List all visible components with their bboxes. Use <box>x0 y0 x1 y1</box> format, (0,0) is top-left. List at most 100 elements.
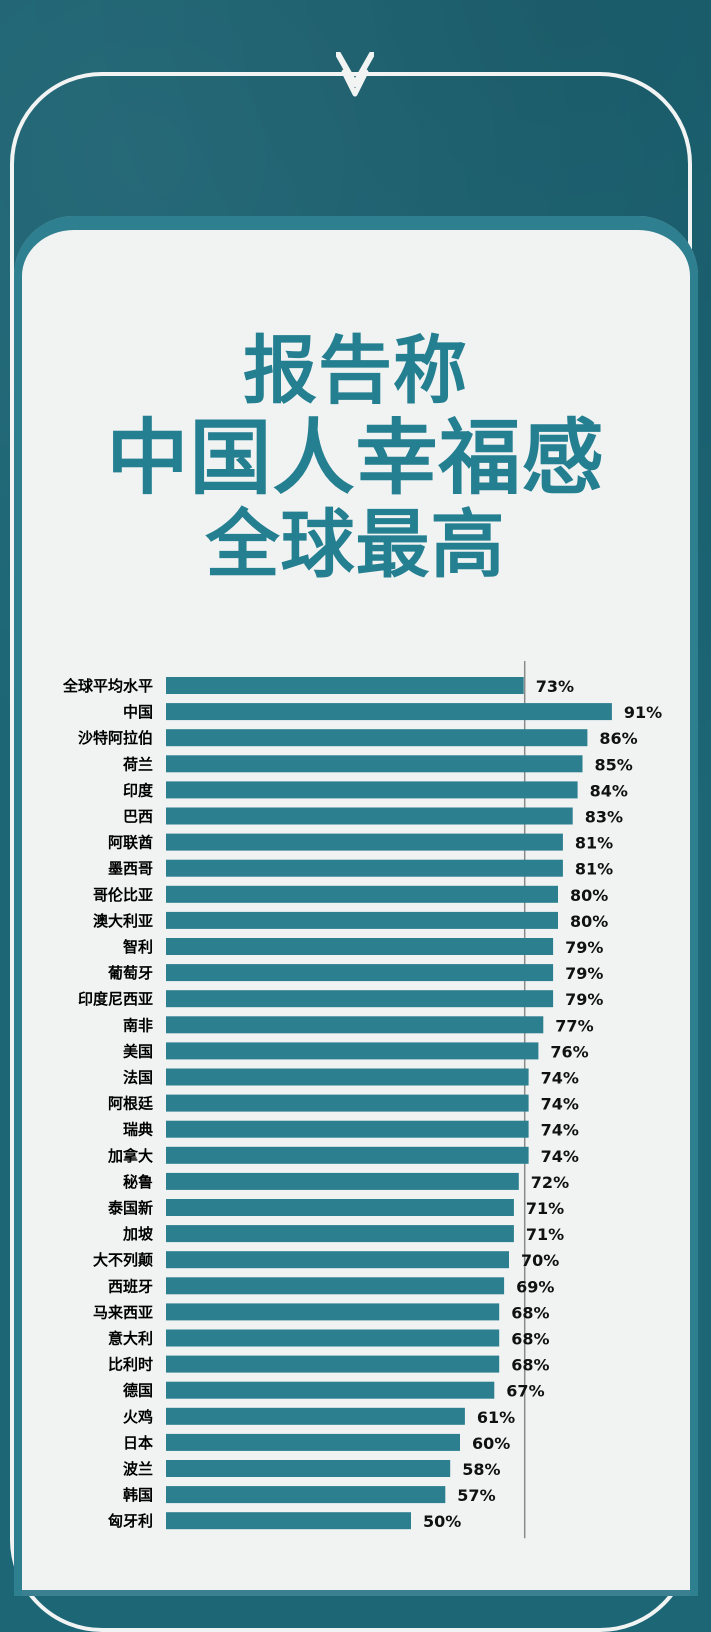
category-label: 沙特阿拉伯 <box>78 729 153 747</box>
value-label: 74% <box>541 1095 579 1114</box>
value-label: 86% <box>599 729 637 748</box>
value-label: 77% <box>555 1016 593 1035</box>
value-label: 85% <box>595 755 633 774</box>
value-label: 79% <box>565 938 603 957</box>
category-label: 匈牙利 <box>108 1512 153 1530</box>
category-label: 西班牙 <box>108 1277 153 1295</box>
value-label: 73% <box>536 677 574 696</box>
bar <box>166 1042 539 1060</box>
value-label: 74% <box>541 1121 579 1140</box>
bar <box>166 1433 460 1451</box>
headline-line-3: 全球最高 <box>205 502 506 588</box>
chevron-down-icon <box>336 52 374 97</box>
headline-line-1: 报告称 <box>243 328 468 414</box>
bar <box>166 885 558 903</box>
value-label: 91% <box>624 703 662 722</box>
bar <box>166 1381 495 1399</box>
category-label: 大不列颠 <box>93 1251 153 1269</box>
category-label: 法国 <box>123 1069 153 1087</box>
category-label: 全球平均水平 <box>62 677 153 695</box>
category-label: 意大利 <box>108 1330 153 1348</box>
category-label: 秘鲁 <box>123 1173 153 1191</box>
bar <box>166 911 558 929</box>
category-label: 智利 <box>123 938 153 956</box>
bar <box>166 833 563 851</box>
value-label: 74% <box>541 1147 579 1166</box>
category-label: 泰国新 <box>107 1199 153 1217</box>
category-label: 火鸡 <box>123 1408 153 1426</box>
value-label: 69% <box>516 1277 554 1296</box>
value-label: 70% <box>521 1251 559 1270</box>
bar <box>166 1277 505 1295</box>
value-label: 81% <box>575 834 613 853</box>
bar <box>166 1460 451 1477</box>
bar <box>166 1303 500 1321</box>
category-label: 加坡 <box>122 1225 153 1243</box>
bar <box>166 1355 500 1373</box>
category-label: 印度尼西亚 <box>78 990 153 1008</box>
value-label: 83% <box>585 808 623 827</box>
value-label: 76% <box>550 1042 588 1061</box>
category-label: 日本 <box>123 1434 153 1452</box>
category-label: 瑞典 <box>123 1121 153 1139</box>
category-label: 德国 <box>123 1382 153 1400</box>
category-label: 南非 <box>123 1016 153 1034</box>
bar <box>166 938 554 955</box>
value-label: 79% <box>565 990 603 1009</box>
value-label: 72% <box>531 1173 569 1192</box>
bar <box>166 1225 514 1243</box>
value-label: 68% <box>511 1330 549 1349</box>
category-label: 美国 <box>123 1042 153 1060</box>
bar <box>166 1512 411 1530</box>
bar-chart: 全球平均水平 73% 中国 91% 沙特阿拉伯 86% 荷兰 85% 印度 84% 巴西 83% 阿联酋… <box>62 661 662 1539</box>
value-label: 57% <box>457 1486 495 1505</box>
value-label: 80% <box>570 886 608 905</box>
value-label: 68% <box>511 1356 549 1375</box>
bar <box>166 755 583 773</box>
bar <box>166 1016 544 1034</box>
category-label: 中国 <box>123 703 153 721</box>
bar <box>166 859 563 877</box>
category-label: 马来西亚 <box>93 1303 153 1321</box>
category-label: 澳大利亚 <box>93 912 153 930</box>
bar <box>166 1120 529 1138</box>
category-label: 波兰 <box>123 1460 153 1478</box>
value-label: 58% <box>462 1460 500 1479</box>
value-label: 60% <box>472 1434 510 1453</box>
category-label: 韩国 <box>123 1486 153 1504</box>
bar <box>166 781 578 799</box>
category-label: 墨西哥 <box>108 860 153 878</box>
bar <box>166 1199 514 1216</box>
category-label: 加拿大 <box>107 1147 153 1165</box>
value-label: 80% <box>570 912 608 931</box>
category-label: 荷兰 <box>123 755 153 773</box>
bar <box>166 677 524 694</box>
category-label: 阿联酋 <box>108 834 153 852</box>
value-label: 79% <box>565 964 603 983</box>
category-label: 葡萄牙 <box>107 964 153 982</box>
category-label: 阿根廷 <box>108 1095 154 1113</box>
bar <box>166 807 573 825</box>
value-label: 71% <box>526 1225 564 1244</box>
bar <box>166 1068 529 1086</box>
value-label: 68% <box>511 1303 549 1322</box>
bar <box>166 990 554 1008</box>
bar <box>166 1146 529 1164</box>
bar <box>166 1486 446 1504</box>
bar <box>166 1251 509 1269</box>
value-label: 84% <box>590 781 628 800</box>
bar <box>166 1329 500 1347</box>
category-label: 哥伦比亚 <box>93 886 153 904</box>
category-label: 巴西 <box>123 808 153 826</box>
bar <box>166 729 588 747</box>
bar <box>166 964 554 982</box>
value-label: 81% <box>575 860 613 879</box>
value-label: 61% <box>477 1408 515 1427</box>
value-label: 74% <box>541 1069 579 1088</box>
value-label: 50% <box>423 1512 461 1531</box>
bar <box>166 1172 519 1190</box>
value-label: 71% <box>526 1199 564 1218</box>
bar <box>166 1094 529 1112</box>
bar <box>166 703 612 721</box>
category-label: 比利时 <box>108 1356 153 1374</box>
